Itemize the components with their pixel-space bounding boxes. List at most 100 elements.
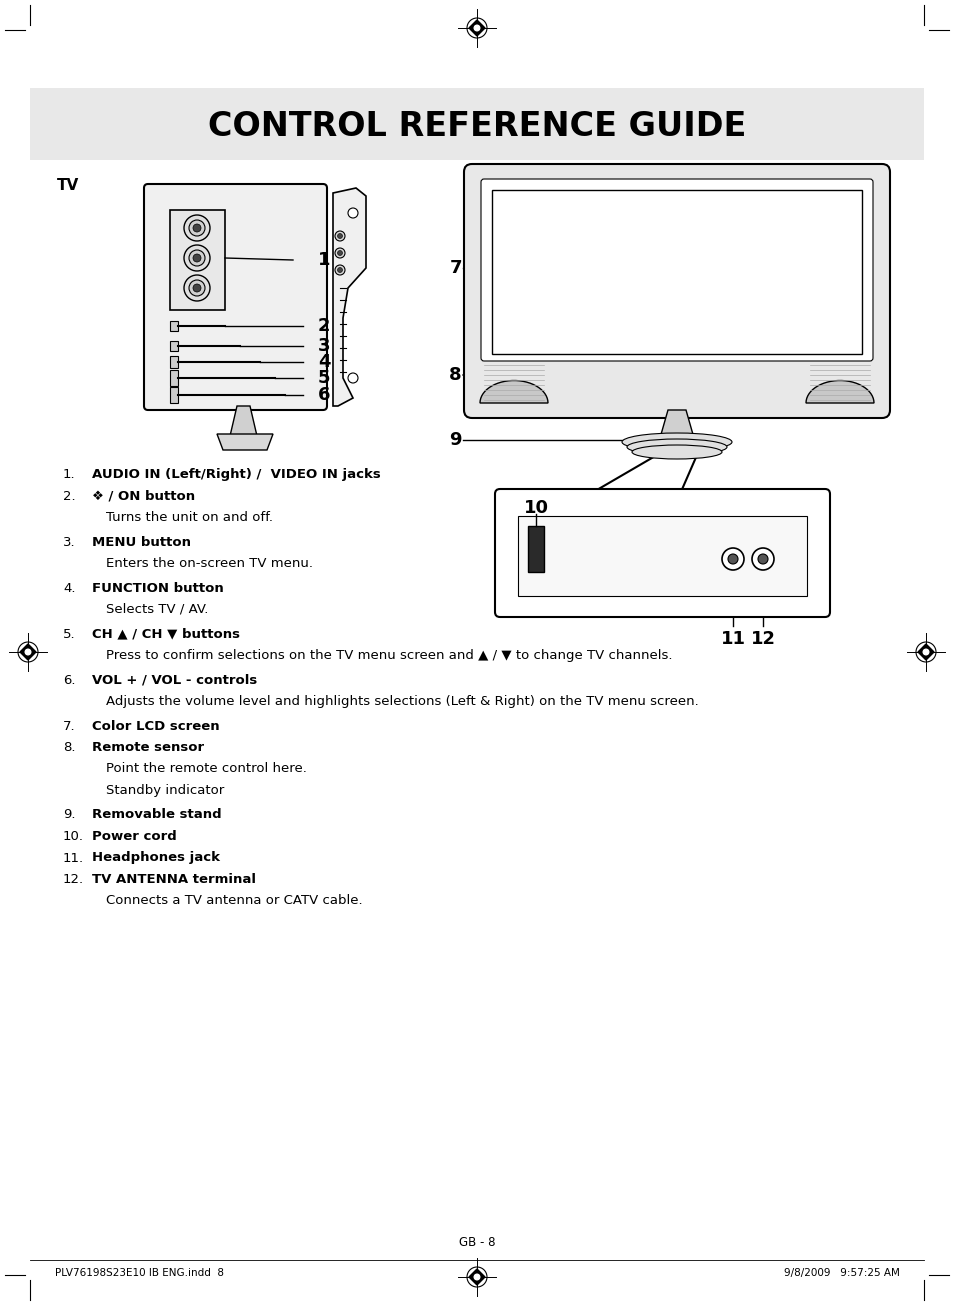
Polygon shape <box>469 1268 484 1285</box>
Polygon shape <box>479 381 547 403</box>
Bar <box>170 356 178 368</box>
Text: 6.: 6. <box>63 673 75 686</box>
Polygon shape <box>333 188 366 406</box>
Polygon shape <box>805 381 873 403</box>
Circle shape <box>337 234 342 239</box>
Text: 10: 10 <box>523 499 548 517</box>
Circle shape <box>727 555 738 564</box>
Text: Point the remote control here.: Point the remote control here. <box>106 762 307 775</box>
Circle shape <box>193 284 201 292</box>
Text: 10.: 10. <box>63 830 84 843</box>
Text: 8.: 8. <box>63 741 75 754</box>
Circle shape <box>335 265 345 275</box>
Circle shape <box>758 555 767 564</box>
Text: CONTROL REFERENCE GUIDE: CONTROL REFERENCE GUIDE <box>208 110 745 142</box>
Polygon shape <box>216 435 273 450</box>
Ellipse shape <box>621 433 731 452</box>
Bar <box>170 388 178 403</box>
Bar <box>170 341 178 351</box>
Text: 11.: 11. <box>63 851 84 864</box>
Text: 11: 11 <box>720 630 744 649</box>
Text: Enters the on-screen TV menu.: Enters the on-screen TV menu. <box>106 557 313 570</box>
Polygon shape <box>20 643 36 660</box>
FancyBboxPatch shape <box>463 164 889 418</box>
Text: FUNCTION button: FUNCTION button <box>91 582 224 595</box>
Text: 3: 3 <box>317 337 330 355</box>
Text: MENU button: MENU button <box>91 535 191 548</box>
Circle shape <box>25 649 30 655</box>
Text: AUDIO IN (Left/Right) /  VIDEO IN jacks: AUDIO IN (Left/Right) / VIDEO IN jacks <box>91 468 380 482</box>
Text: 1: 1 <box>317 251 330 269</box>
FancyBboxPatch shape <box>495 489 829 617</box>
Circle shape <box>189 251 205 266</box>
Text: 9: 9 <box>449 431 461 449</box>
Text: TV ANTENNA terminal: TV ANTENNA terminal <box>91 873 255 886</box>
Circle shape <box>184 275 210 301</box>
Text: Adjusts the volume level and highlights selections (Left & Right) on the TV menu: Adjusts the volume level and highlights … <box>106 696 698 709</box>
Text: Press to confirm selections on the TV menu screen and ▲ / ▼ to change TV channel: Press to confirm selections on the TV me… <box>106 649 672 662</box>
Text: ❖ / ON button: ❖ / ON button <box>91 489 195 502</box>
Text: 12: 12 <box>750 630 775 649</box>
Text: PLV76198S23E10 IB ENG.indd  8: PLV76198S23E10 IB ENG.indd 8 <box>55 1268 224 1278</box>
Text: 1.: 1. <box>63 468 75 482</box>
Bar <box>517 515 806 596</box>
Text: CH ▲ / CH ▼ buttons: CH ▲ / CH ▼ buttons <box>91 628 240 641</box>
Polygon shape <box>659 410 693 438</box>
Circle shape <box>189 221 205 236</box>
Text: Removable stand: Removable stand <box>91 809 221 822</box>
Text: VOL + / VOL - controls: VOL + / VOL - controls <box>91 673 257 686</box>
Circle shape <box>348 207 357 218</box>
Text: 5.: 5. <box>63 628 75 641</box>
Text: Connects a TV antenna or CATV cable.: Connects a TV antenna or CATV cable. <box>106 894 362 907</box>
Text: 8: 8 <box>449 365 461 384</box>
Text: 2.: 2. <box>63 489 75 502</box>
Text: Headphones jack: Headphones jack <box>91 851 220 864</box>
Text: 4.: 4. <box>63 582 75 595</box>
Bar <box>170 210 225 311</box>
Polygon shape <box>230 406 256 436</box>
Polygon shape <box>469 20 484 37</box>
Bar <box>527 526 543 572</box>
Circle shape <box>474 25 479 31</box>
Text: GB - 8: GB - 8 <box>458 1236 495 1249</box>
Circle shape <box>193 254 201 262</box>
Text: Remote sensor: Remote sensor <box>91 741 204 754</box>
Text: Power cord: Power cord <box>91 830 176 843</box>
Circle shape <box>751 548 773 570</box>
Circle shape <box>474 1274 479 1280</box>
Text: Standby indicator: Standby indicator <box>106 784 224 797</box>
Text: Color LCD screen: Color LCD screen <box>91 719 219 732</box>
Circle shape <box>721 548 743 570</box>
Circle shape <box>184 215 210 241</box>
Bar <box>170 371 178 386</box>
Circle shape <box>189 281 205 296</box>
Ellipse shape <box>631 445 721 459</box>
Text: TV: TV <box>57 177 79 193</box>
Circle shape <box>337 251 342 256</box>
Bar <box>170 321 178 331</box>
Text: 9.: 9. <box>63 809 75 822</box>
Polygon shape <box>917 643 933 660</box>
Text: 5: 5 <box>317 369 330 388</box>
Text: 7.: 7. <box>63 719 75 732</box>
Text: Selects TV / AV.: Selects TV / AV. <box>106 603 208 616</box>
Text: 6: 6 <box>317 386 330 405</box>
Bar <box>492 191 862 354</box>
Text: Turns the unit on and off.: Turns the unit on and off. <box>106 512 273 525</box>
Text: 7: 7 <box>449 258 461 277</box>
Bar <box>30 87 923 161</box>
FancyBboxPatch shape <box>144 184 327 410</box>
Circle shape <box>923 649 928 655</box>
Text: 3.: 3. <box>63 535 75 548</box>
Circle shape <box>193 224 201 232</box>
Text: 2: 2 <box>317 317 330 335</box>
Circle shape <box>335 231 345 241</box>
Text: 9/8/2009   9:57:25 AM: 9/8/2009 9:57:25 AM <box>783 1268 899 1278</box>
Text: 12.: 12. <box>63 873 84 886</box>
Text: 4: 4 <box>317 352 330 371</box>
Circle shape <box>335 248 345 258</box>
Circle shape <box>337 268 342 273</box>
Circle shape <box>348 373 357 382</box>
Circle shape <box>184 245 210 271</box>
FancyBboxPatch shape <box>480 179 872 361</box>
